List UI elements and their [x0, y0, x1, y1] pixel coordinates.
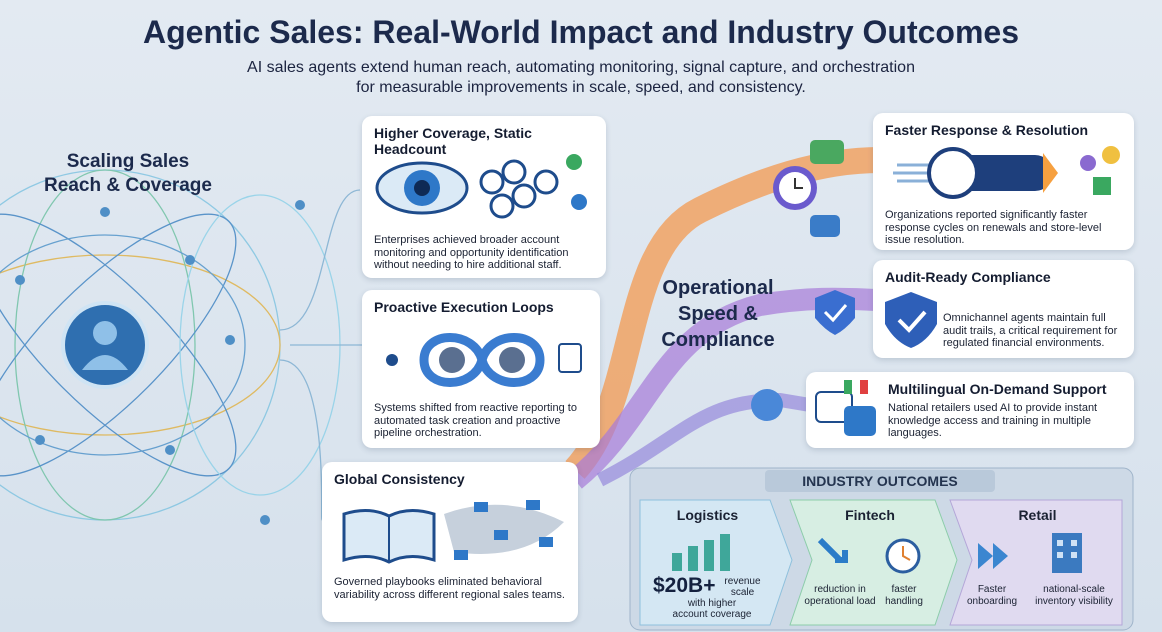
- sector-name: Logistics: [676, 507, 739, 523]
- section-label: Operational Speed & Compliance: [650, 275, 786, 353]
- card: Audit-Ready Compliance Omnichannel agent…: [873, 260, 1134, 358]
- card-art: [815, 380, 876, 436]
- sector-figure: $20B+: [653, 574, 716, 597]
- card-body: Organizations reported significantly fas…: [885, 209, 1102, 246]
- sector-item: reduction in operational load: [804, 584, 876, 607]
- label-line: Reach & Coverage: [44, 175, 212, 196]
- card-body: Omnichannel agents maintain full audit t…: [943, 312, 1118, 349]
- label-line: Scaling Sales: [66, 151, 190, 172]
- label-line: Compliance: [661, 329, 775, 351]
- card-body: Governed playbooks eliminated behavioral…: [334, 576, 565, 601]
- card-title: Faster Response & Resolution: [885, 122, 1089, 138]
- card: Faster Response & Resolution Organizatio…: [873, 113, 1134, 250]
- label-line: Speed &: [677, 303, 759, 325]
- card: Proactive Execution Loops Systems shifte…: [362, 290, 600, 448]
- card: Multilingual On-Demand Support National …: [806, 372, 1134, 448]
- subtitle: AI sales agents extend human reach, auto…: [247, 59, 915, 76]
- card: Higher Coverage, Static Headcount Enterp…: [362, 116, 606, 278]
- outcomes-title: INDUSTRY OUTCOMES: [802, 473, 958, 489]
- subtitle: for measurable improvements in scale, sp…: [356, 79, 806, 96]
- card-art: [386, 333, 582, 387]
- sector: Fintech: [800, 507, 940, 523]
- card-title: Global Consistency: [334, 471, 465, 487]
- card-body: Enterprises achieved broader account mon…: [374, 234, 569, 271]
- section-label: Scaling Sales Reach & Coverage: [10, 150, 246, 198]
- card-title: Higher Coverage, Static Headcount: [374, 125, 532, 157]
- sector: Retail: [965, 507, 1110, 523]
- card-title: Proactive Execution Loops: [374, 299, 554, 315]
- sector-name: Fintech: [845, 507, 895, 523]
- card-art: [342, 500, 564, 564]
- card-art: [893, 146, 1120, 199]
- sector: Logistics: [640, 507, 775, 523]
- sector-item: national-scale inventory visibility: [1035, 584, 1113, 607]
- sector-note: revenue scale: [724, 576, 761, 598]
- card-body: National retailers used AI to provide in…: [888, 402, 1098, 439]
- card-title: Multilingual On-Demand Support: [888, 381, 1107, 397]
- card-art: [375, 154, 587, 219]
- card-title: Audit-Ready Compliance: [885, 269, 1051, 285]
- card-art: [885, 292, 937, 348]
- title: Agentic Sales: Real-World Impact and Ind…: [142, 14, 1020, 50]
- sector-item: Faster onboarding: [966, 584, 1018, 607]
- sector-caption: with higher account coverage: [672, 598, 752, 620]
- card-body: Systems shifted from reactive reporting …: [374, 402, 577, 439]
- card: Global Consistency Governed playbooks el…: [322, 462, 578, 622]
- label-line: Operational: [662, 277, 774, 299]
- sector-name: Retail: [1018, 507, 1057, 523]
- sector-item: faster handling: [885, 584, 923, 607]
